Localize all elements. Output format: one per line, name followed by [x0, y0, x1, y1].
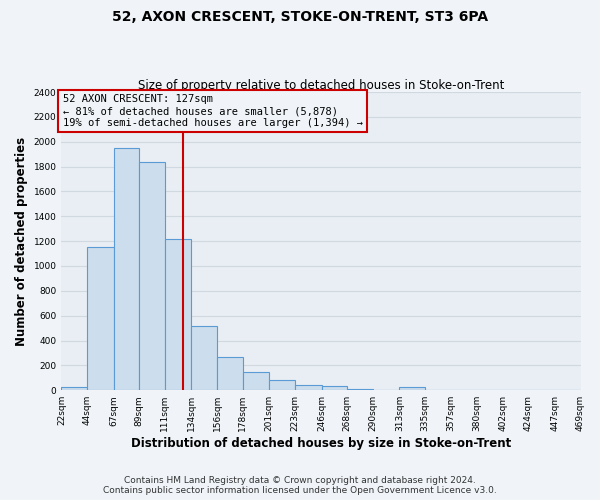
- Bar: [61, 387, 87, 390]
- Bar: [322, 386, 347, 390]
- X-axis label: Distribution of detached houses by size in Stoke-on-Trent: Distribution of detached houses by size …: [131, 437, 511, 450]
- Bar: [347, 389, 373, 390]
- Bar: [269, 380, 295, 390]
- Text: 52 AXON CRESCENT: 127sqm
← 81% of detached houses are smaller (5,878)
19% of sem: 52 AXON CRESCENT: 127sqm ← 81% of detach…: [62, 94, 362, 128]
- Text: Contains HM Land Registry data © Crown copyright and database right 2024.
Contai: Contains HM Land Registry data © Crown c…: [103, 476, 497, 495]
- Bar: [242, 372, 269, 390]
- Bar: [165, 238, 191, 390]
- Bar: [217, 358, 242, 390]
- Text: 52, AXON CRESCENT, STOKE-ON-TRENT, ST3 6PA: 52, AXON CRESCENT, STOKE-ON-TRENT, ST3 6…: [112, 10, 488, 24]
- Y-axis label: Number of detached properties: Number of detached properties: [15, 136, 28, 346]
- Bar: [191, 326, 217, 390]
- Bar: [87, 246, 113, 390]
- Title: Size of property relative to detached houses in Stoke-on-Trent: Size of property relative to detached ho…: [138, 79, 504, 92]
- Bar: [295, 384, 322, 390]
- Bar: [400, 387, 425, 390]
- Bar: [113, 148, 139, 390]
- Bar: [139, 162, 165, 390]
